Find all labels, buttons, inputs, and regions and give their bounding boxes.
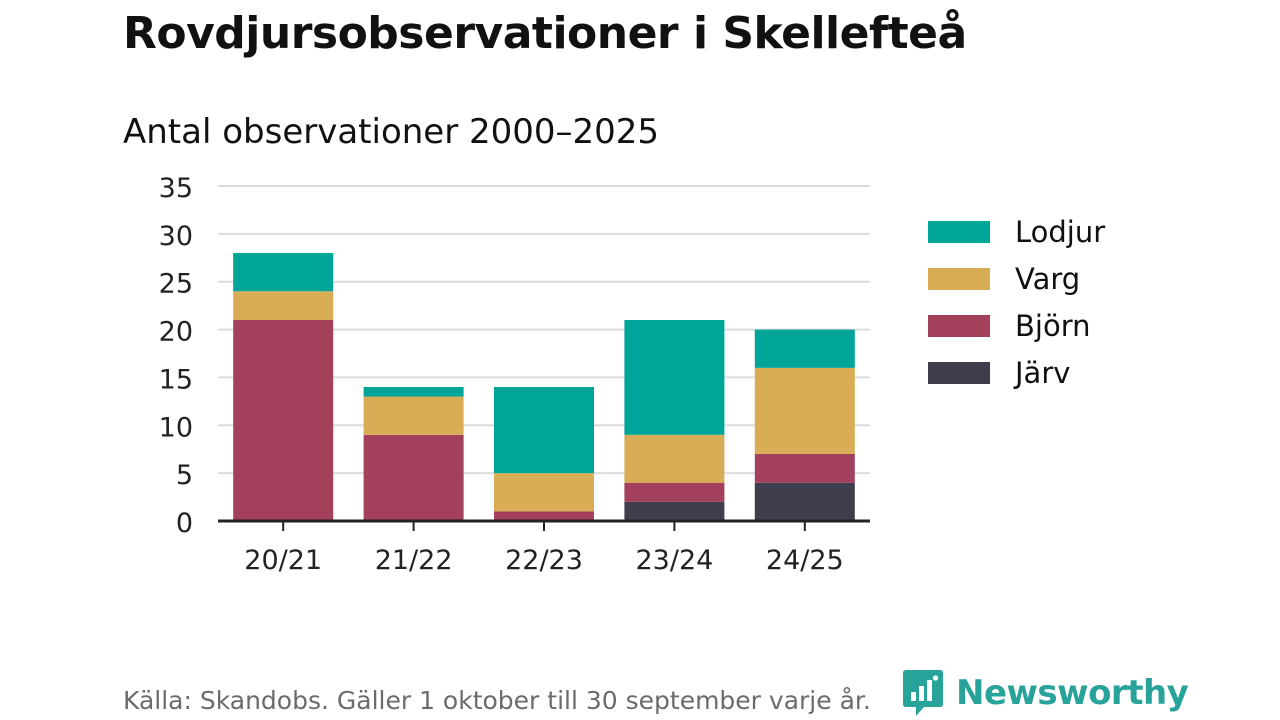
x-tick-label: 22/23 <box>505 545 583 576</box>
bar-varg-20-21 <box>233 291 334 320</box>
chart-title: Rovdjursobservationer i Skellefteå <box>123 8 967 59</box>
y-tick-label: 15 <box>159 364 193 395</box>
legend-swatch-lodjur <box>928 221 990 243</box>
newsworthy-logo-icon <box>903 670 943 716</box>
bar-bjrn-21-22 <box>363 434 464 521</box>
y-tick-label: 25 <box>159 269 193 300</box>
bar-lodjur-23-24 <box>624 320 725 435</box>
bar-lodjur-22-23 <box>494 387 594 474</box>
x-tick-label: 24/25 <box>766 545 844 576</box>
chart-area: 0 5 10 15 20 25 30 35 20/21 21/22 22/23 23/24 24/25 L… <box>159 173 1106 576</box>
y-tick-label: 20 <box>159 317 193 348</box>
brand: Newsworthy <box>902 668 1189 718</box>
bar-bjrn-22-23 <box>494 511 594 521</box>
bar-varg-24-25 <box>754 367 855 454</box>
bar-bjrn-20-21 <box>233 320 334 521</box>
y-tick-label: 10 <box>159 412 193 443</box>
bar-lodjur-21-22 <box>363 387 464 397</box>
legend-label: Varg <box>1015 262 1080 296</box>
y-tick-label: 5 <box>176 460 193 491</box>
legend-swatch-jrv <box>928 362 990 384</box>
bar-lodjur-20-21 <box>233 253 334 292</box>
bar-bjrn-23-24 <box>624 482 725 502</box>
chart-subtitle: Antal observationer 2000–2025 <box>123 112 660 152</box>
bar-varg-23-24 <box>624 434 725 483</box>
bar-jrv-23-24 <box>624 501 725 521</box>
bar-varg-22-23 <box>494 473 594 512</box>
legend-swatch-varg <box>928 268 990 290</box>
y-tick-label: 0 <box>176 508 193 539</box>
legend-label: Järv <box>1013 356 1070 390</box>
bar-lodjur-24-25 <box>754 329 855 368</box>
x-tick-label: 23/24 <box>635 545 713 576</box>
y-tick-label: 35 <box>159 173 193 204</box>
y-tick-label: 30 <box>159 221 193 252</box>
legend-label: Björn <box>1015 309 1091 343</box>
bar-jrv-24-25 <box>754 482 855 521</box>
x-tick-label: 20/21 <box>244 545 322 576</box>
legend-swatch-bjrn <box>928 315 990 337</box>
x-tick-label: 21/22 <box>375 545 453 576</box>
legend-label: Lodjur <box>1015 215 1105 249</box>
source-note: Källa: Skandobs. Gäller 1 oktober till 3… <box>123 686 871 715</box>
bar-bjrn-24-25 <box>754 454 855 483</box>
bar-varg-21-22 <box>363 396 464 435</box>
brand-name: Newsworthy <box>956 673 1189 713</box>
